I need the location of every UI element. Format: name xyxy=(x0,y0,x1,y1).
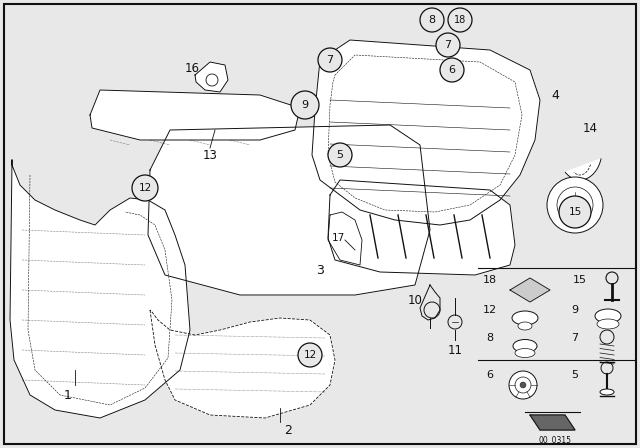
Text: 4: 4 xyxy=(551,89,559,102)
Text: 16: 16 xyxy=(184,61,200,74)
Text: 5: 5 xyxy=(337,150,344,160)
Text: 7: 7 xyxy=(572,333,579,343)
Circle shape xyxy=(520,382,526,388)
Polygon shape xyxy=(195,62,228,92)
Text: 18: 18 xyxy=(454,15,466,25)
Text: 8: 8 xyxy=(486,333,493,343)
Circle shape xyxy=(328,143,352,167)
Polygon shape xyxy=(510,278,550,302)
Circle shape xyxy=(440,58,464,82)
Polygon shape xyxy=(10,160,190,418)
Polygon shape xyxy=(565,159,601,180)
Text: 15: 15 xyxy=(573,275,587,285)
Circle shape xyxy=(420,8,444,32)
Circle shape xyxy=(132,175,158,201)
Text: 00_0315: 00_0315 xyxy=(538,435,572,444)
Polygon shape xyxy=(328,180,515,275)
Text: 5: 5 xyxy=(572,370,579,380)
Circle shape xyxy=(509,371,537,399)
Text: 1: 1 xyxy=(64,388,72,401)
Circle shape xyxy=(547,177,603,233)
Text: 11: 11 xyxy=(447,344,463,357)
Text: 12: 12 xyxy=(483,305,497,315)
Text: 9: 9 xyxy=(572,305,579,315)
Ellipse shape xyxy=(597,319,619,329)
Text: 12: 12 xyxy=(138,183,152,193)
Text: 18: 18 xyxy=(483,275,497,285)
Circle shape xyxy=(448,8,472,32)
Ellipse shape xyxy=(595,309,621,323)
Text: 7: 7 xyxy=(444,40,452,50)
Text: 10: 10 xyxy=(408,293,422,306)
Polygon shape xyxy=(530,415,575,430)
Text: 17: 17 xyxy=(332,233,344,243)
Ellipse shape xyxy=(515,349,535,358)
Circle shape xyxy=(298,343,322,367)
Ellipse shape xyxy=(518,322,532,330)
Polygon shape xyxy=(312,40,540,225)
Circle shape xyxy=(291,91,319,119)
Circle shape xyxy=(318,48,342,72)
Text: 3: 3 xyxy=(316,263,324,276)
Polygon shape xyxy=(90,90,300,140)
Circle shape xyxy=(436,33,460,57)
Polygon shape xyxy=(328,212,362,265)
Text: 12: 12 xyxy=(303,350,317,360)
Text: 6: 6 xyxy=(449,65,456,75)
Ellipse shape xyxy=(600,389,614,395)
Text: 6: 6 xyxy=(486,370,493,380)
Polygon shape xyxy=(150,310,335,418)
Text: 14: 14 xyxy=(582,121,598,134)
Text: 9: 9 xyxy=(301,100,308,110)
Ellipse shape xyxy=(513,340,537,353)
Text: 13: 13 xyxy=(203,148,218,161)
Text: 15: 15 xyxy=(568,207,582,217)
Circle shape xyxy=(559,196,591,228)
Polygon shape xyxy=(148,125,430,295)
Text: 8: 8 xyxy=(428,15,436,25)
Text: 7: 7 xyxy=(326,55,333,65)
Text: 2: 2 xyxy=(284,423,292,436)
Circle shape xyxy=(515,377,531,393)
Ellipse shape xyxy=(512,311,538,325)
